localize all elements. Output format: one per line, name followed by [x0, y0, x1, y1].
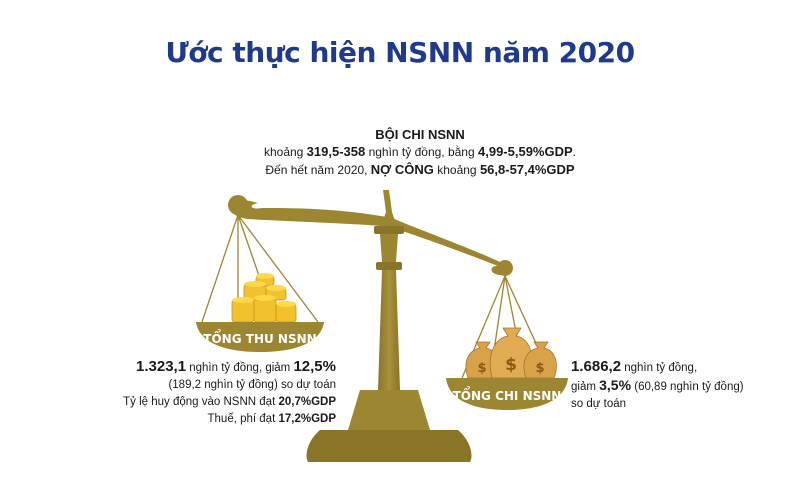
public-debt-pct: 56,8-57,4%GDP	[479, 162, 575, 177]
spending-text: (60,89 nghìn tỷ đồng)	[631, 381, 744, 393]
pillar-base-upper	[348, 390, 430, 430]
right-pan	[446, 378, 568, 410]
revenue-amount: 1.323,1	[136, 358, 187, 375]
deficit-text: nghìn tỷ đồng, bằng	[365, 145, 478, 159]
svg-text:$: $	[477, 361, 486, 376]
beam-right-knob	[497, 260, 513, 276]
pillar-ring	[376, 262, 402, 270]
spending-line-2: giảm 3,5% (60,89 nghìn tỷ đồng)	[571, 377, 781, 396]
debt-text: Đến hết năm 2020,	[265, 163, 371, 177]
revenue-pct: 12,5%	[293, 358, 336, 375]
revenue-line-4: Thuế, phí đạt 17,2%GDP	[108, 411, 337, 428]
revenue-pan-label: TỔNG THU NSNN	[203, 329, 316, 346]
deficit-info: BỘI CHI NSNN khoảng 319,5-358 nghìn tỷ đ…	[250, 126, 590, 179]
spending-pan-label: TỔNG CHI NSNN	[453, 386, 562, 403]
pillar-base-lower	[306, 430, 472, 462]
public-debt-label: NỢ CÔNG	[370, 162, 434, 177]
revenue-text: nghìn tỷ đồng, giảm	[186, 362, 294, 374]
svg-text:$: $	[505, 355, 517, 375]
pillar-neck	[380, 234, 398, 262]
deficit-text: .	[572, 145, 577, 159]
deficit-line-2: Đến hết năm 2020, NỢ CÔNG khoảng 56,8-57…	[250, 161, 590, 179]
deficit-text: khoảng	[263, 145, 307, 159]
page-title: Ước thực hiện NSNN năm 2020	[165, 36, 635, 69]
revenue-line-2: (189,2 nghìn tỷ đồng) so dự toán	[168, 379, 336, 391]
revenue-info: 1.323,1 nghìn tỷ đồng, giảm 12,5% (189,2…	[108, 358, 336, 428]
mobilization-rate: 20,7%GDP	[278, 396, 336, 408]
deficit-heading: BỘI CHI NSNN	[375, 127, 465, 142]
spending-text: nghìn tỷ đồng,	[621, 362, 698, 374]
spending-text: giảm	[571, 381, 600, 393]
spending-amount: 1.686,2	[571, 358, 622, 375]
left-pan	[196, 322, 324, 352]
deficit-line-1: khoảng 319,5-358 nghìn tỷ đồng, bằng 4,9…	[250, 143, 590, 161]
spending-line-1: 1.686,2 nghìn tỷ đồng,	[571, 358, 781, 377]
revenue-line-3: Tỷ lệ huy động vào NSNN đạt 20,7%GDP	[108, 394, 336, 411]
deficit-amount: 319,5-358	[306, 144, 366, 159]
beam-left-knob	[228, 195, 248, 215]
scale-beam	[229, 200, 511, 276]
spending-pct: 3,5%	[599, 377, 632, 393]
revenue-text: Tỷ lệ huy động vào NSNN đạt	[123, 396, 279, 408]
tax-fee-rate: 17,2%GDP	[278, 413, 336, 425]
money-bag-icon: $ $ $	[465, 327, 557, 379]
spending-info: 1.686,2 nghìn tỷ đồng, giảm 3,5% (60,89 …	[571, 358, 781, 413]
revenue-line-1: 1.323,1 nghìn tỷ đồng, giảm 12,5%	[108, 358, 336, 377]
revenue-text: Thuế, phí đạt	[207, 413, 279, 425]
deficit-pct: 4,99-5,59%GDP	[478, 144, 573, 159]
pillar-collar	[374, 226, 404, 234]
spending-line-3: so dự toán	[571, 398, 627, 410]
svg-text:$: $	[535, 361, 544, 376]
debt-text: khoảng	[433, 163, 480, 177]
pillar-column	[378, 270, 400, 390]
